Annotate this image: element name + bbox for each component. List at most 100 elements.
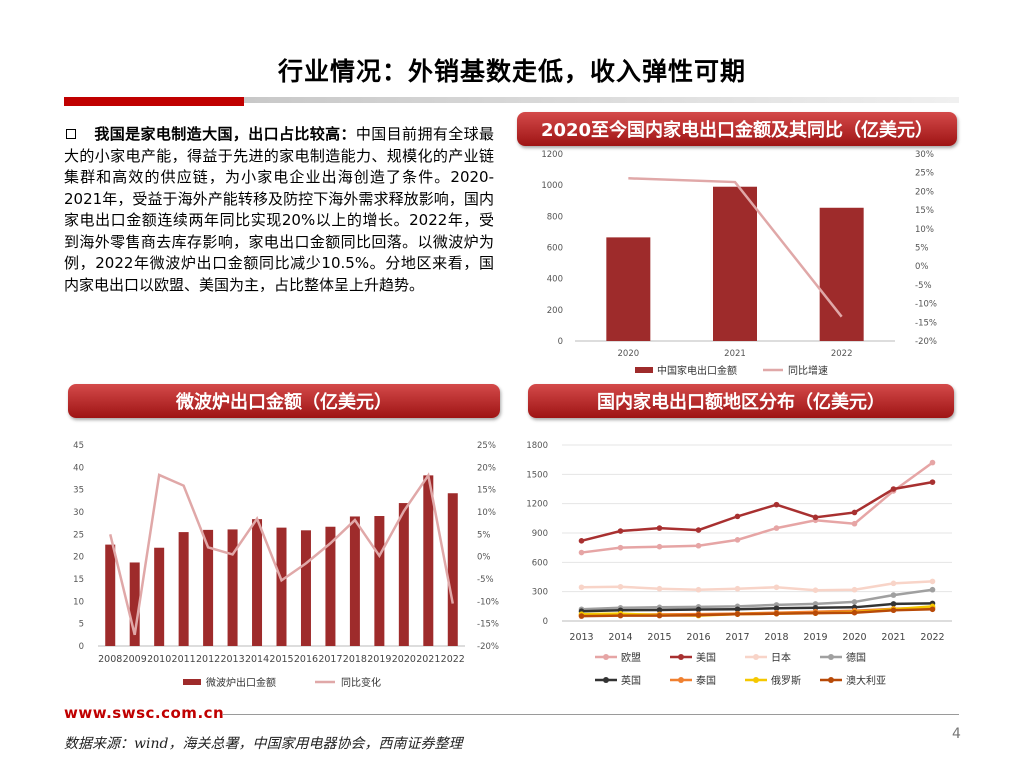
chart2-banner: 微波炉出口金额（亿美元）: [68, 384, 500, 418]
series-point: [851, 599, 858, 605]
series-point: [929, 586, 936, 593]
y-tick-label: 1800: [526, 441, 548, 451]
bar: [398, 503, 409, 646]
x-tick-label: 2017: [725, 632, 749, 643]
x-tick-label: 2021: [881, 632, 905, 643]
x-tick-label: 2008: [98, 654, 122, 665]
legend-label: 日本: [771, 651, 791, 664]
y2-tick-label: 0%: [915, 262, 929, 272]
y-tick-label: 1500: [526, 470, 548, 480]
y-tick-label: 35: [73, 486, 84, 496]
series-point: [656, 543, 663, 550]
x-tick-label: 2017: [318, 654, 342, 665]
series-point: [812, 587, 819, 593]
series-point: [773, 501, 780, 508]
y-tick-label: 600: [532, 558, 548, 568]
series-line: [581, 588, 933, 611]
y-tick-label: 25: [73, 530, 84, 540]
series-point: [929, 578, 936, 585]
x-tick-label: 2018: [343, 654, 367, 665]
legend-swatch-dot: [753, 654, 759, 660]
bar: [325, 526, 336, 646]
page-title: 行业情况：外销基数走低，收入弹性可期: [277, 57, 746, 86]
y2-tick-label: 5%: [477, 530, 491, 540]
legend-label: 欧盟: [621, 652, 641, 664]
bar: [129, 562, 140, 646]
series-point: [773, 525, 780, 531]
y2-tick-label: 25%: [477, 441, 496, 451]
legend-label: 俄罗斯: [771, 674, 801, 687]
series-point: [695, 527, 702, 533]
x-tick-label: 2015: [269, 654, 293, 665]
page-number: 4: [952, 726, 961, 742]
series-point: [578, 613, 585, 619]
x-tick-label: 2019: [367, 654, 391, 665]
title-rule: [64, 97, 959, 106]
y-tick-label: 1200: [526, 500, 548, 510]
x-tick-label: 2011: [172, 654, 196, 665]
series-point: [656, 607, 663, 613]
y2-tick-label: 15%: [477, 486, 496, 496]
series-point: [695, 542, 702, 549]
summary-paragraph: 我国是家电制造大国，出口占比较高：中国目前拥有全球最大的小家电产能，得益于先进的…: [64, 124, 494, 296]
bar: [819, 207, 864, 341]
legend-label: 澳大利亚: [846, 674, 886, 687]
series-point: [812, 610, 819, 616]
x-tick-label: 2022: [920, 632, 944, 643]
y-tick-label: 0: [543, 617, 548, 627]
legend-label: 中国家电出口金额: [657, 364, 737, 377]
bar: [154, 547, 165, 646]
bar: [606, 237, 651, 341]
series-point: [890, 601, 897, 607]
y2-tick-label: 0%: [477, 553, 491, 563]
square-bullet-icon: [66, 129, 76, 139]
y-tick-label: 20: [73, 553, 84, 563]
x-tick-label: 2013: [220, 654, 244, 665]
series-point: [812, 605, 819, 611]
y-tick-label: 300: [532, 588, 548, 598]
bar: [203, 529, 214, 646]
legend-swatch: [183, 679, 201, 685]
x-tick-label: 2019: [803, 632, 827, 643]
series-line: [109, 472, 454, 636]
y-tick-label: 400: [547, 275, 563, 285]
legend-swatch-dot: [828, 677, 834, 683]
bar: [178, 532, 189, 646]
series-point: [656, 525, 663, 531]
chart3-banner: 国内家电出口额地区分布（亿美元）: [528, 384, 954, 418]
x-tick-label: 2009: [123, 654, 147, 665]
x-tick-label: 2012: [196, 654, 220, 665]
legend-swatch-dot: [828, 654, 834, 660]
legend-label: 美国: [696, 651, 716, 664]
y2-tick-label: -20%: [915, 337, 937, 347]
bar: [227, 529, 238, 646]
series-point: [617, 528, 624, 534]
x-tick-label: 2014: [608, 632, 632, 643]
x-tick-label: 2020: [618, 349, 640, 359]
x-tick-label: 2013: [569, 632, 593, 643]
y2-tick-label: -15%: [915, 318, 937, 328]
y-tick-label: 1200: [541, 150, 563, 160]
bar: [276, 527, 287, 646]
bar: [713, 186, 757, 341]
bar: [300, 530, 311, 646]
series-point: [890, 580, 897, 587]
legend-swatch: [635, 367, 653, 373]
y2-tick-label: -10%: [915, 300, 937, 310]
chart-microwave: 0 5 10 15 20 25 30 35 40 45 -20% -15% -10% -5% 0% 5% 10%…: [73, 441, 499, 689]
series-point: [734, 537, 741, 543]
y-tick-label: 45: [73, 441, 84, 451]
series-point: [851, 586, 858, 593]
x-tick-label: 2018: [764, 632, 788, 643]
legend-swatch-dot: [753, 677, 759, 683]
legend-label: 德国: [846, 651, 866, 664]
y2-tick-label: 10%: [915, 225, 934, 235]
bar: [252, 519, 263, 646]
series-point: [734, 606, 741, 613]
series-point: [578, 549, 585, 556]
y-tick-label: 0: [79, 642, 84, 652]
legend-label: 同比变化: [341, 676, 381, 689]
x-tick-label: 2020: [842, 632, 866, 643]
series-line: [581, 602, 933, 613]
bar: [374, 516, 385, 646]
